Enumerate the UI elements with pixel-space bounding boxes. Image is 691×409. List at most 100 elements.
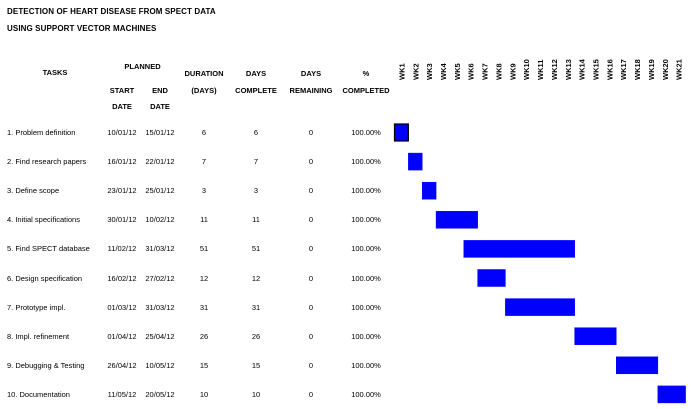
header-start: START	[109, 86, 135, 95]
task-name: 5. Find SPECT database	[7, 244, 90, 254]
task-duration: 6	[201, 128, 207, 137]
task-percent-completed: 100.00%	[351, 186, 381, 196]
gantt-bar	[408, 152, 423, 171]
week-label: WK19	[647, 59, 656, 80]
task-start-date: 16/01/12	[107, 157, 137, 167]
task-name: 9. Debugging & Testing	[7, 360, 85, 370]
task-days-remaining: 0	[308, 157, 314, 167]
task-end-date: 10/05/12	[145, 360, 175, 370]
gantt-bar	[435, 211, 478, 229]
task-end-date: 22/01/12	[145, 157, 175, 167]
chart-subtitle: USING SUPPORT VECTOR MACHINES	[7, 24, 157, 33]
task-end-date: 10/02/12	[145, 215, 175, 225]
gantt-bar	[393, 123, 409, 142]
task-name: 10. Documentation	[7, 389, 70, 399]
task-start-date: 26/04/12	[107, 360, 137, 370]
task-duration: 3	[201, 186, 207, 196]
header-end-date: DATE	[150, 102, 170, 111]
task-start-date: 16/02/12	[107, 273, 137, 283]
task-days-complete: 26	[251, 331, 261, 341]
task-days-remaining: 0	[308, 273, 314, 283]
task-days-remaining: 0	[308, 302, 314, 312]
task-days-complete: 11	[252, 215, 260, 225]
task-days-complete: 3	[253, 186, 259, 196]
week-label: WK20	[661, 59, 670, 80]
task-duration: 10	[199, 389, 209, 399]
gantt-bar	[463, 240, 575, 258]
week-label: WK8	[494, 63, 503, 80]
task-percent-completed: 100.00%	[351, 215, 381, 225]
week-label: WK18	[633, 59, 642, 80]
header-duration-unit: (DAYS)	[191, 86, 217, 95]
task-days-remaining: 0	[308, 360, 314, 370]
task-duration: 26	[199, 331, 209, 341]
header-start-date: DATE	[112, 102, 132, 111]
header-days-complete-1: DAYS	[245, 69, 267, 78]
header-days-complete-2: COMPLETE	[235, 86, 277, 95]
task-duration: 12	[199, 273, 209, 283]
task-percent-completed: 100.00%	[351, 360, 381, 370]
header-days-remaining-1: DAYS	[300, 69, 322, 78]
task-days-remaining: 0	[308, 244, 314, 254]
task-name: 7. Prototype impl.	[7, 302, 66, 312]
task-days-remaining: 0	[308, 186, 314, 196]
chart-title: DETECTION OF HEART DISEASE FROM SPECT DA…	[7, 7, 216, 16]
task-start-date: 30/01/12	[107, 215, 137, 225]
task-end-date: 25/01/12	[145, 186, 175, 196]
week-label: WK6	[467, 63, 476, 80]
task-name: 1. Problem definition	[7, 128, 76, 137]
week-label: WK21	[675, 59, 684, 80]
week-label: WK11	[536, 60, 545, 80]
task-start-date: 23/01/12	[107, 186, 137, 196]
task-duration: 11	[200, 215, 208, 225]
header-planned: PLANNED	[124, 62, 161, 71]
gantt-bar	[657, 385, 686, 404]
gantt-bar	[574, 327, 617, 345]
task-percent-completed: 100.00%	[351, 389, 381, 399]
task-percent-completed: 100.00%	[351, 302, 381, 312]
task-start-date: 10/01/12	[107, 128, 137, 137]
task-end-date: 20/05/12	[145, 389, 175, 399]
task-percent-completed: 100.00%	[351, 157, 381, 167]
task-duration: 31	[199, 302, 209, 312]
task-start-date: 11/05/12	[107, 389, 137, 399]
task-end-date: 27/02/12	[145, 273, 175, 283]
header-tasks: TASKS	[42, 68, 68, 77]
week-label: WK7	[481, 63, 490, 80]
header-days-remaining-2: REMAINING	[289, 86, 333, 95]
task-days-complete: 7	[253, 157, 259, 167]
week-label: WK14	[578, 58, 587, 80]
task-days-remaining: 0	[308, 215, 314, 225]
week-label: WK17	[619, 59, 628, 80]
gantt-bar	[477, 269, 506, 287]
task-days-remaining: 0	[308, 128, 314, 137]
task-end-date: 31/03/12	[145, 244, 175, 254]
task-percent-completed: 100.00%	[351, 331, 381, 341]
task-days-remaining: 0	[308, 331, 314, 341]
week-label: WK16	[605, 59, 614, 80]
week-label: WK3	[425, 63, 434, 80]
week-label: WK13	[564, 59, 573, 80]
gantt-bar	[616, 356, 659, 375]
task-days-complete: 15	[251, 360, 261, 370]
gantt-bar	[505, 298, 575, 316]
week-label: WK2	[411, 63, 420, 80]
task-end-date: 25/04/12	[145, 331, 175, 341]
task-days-remaining: 0	[308, 389, 314, 399]
week-label: WK4	[439, 63, 448, 80]
task-name: 3. Define scope	[7, 186, 60, 196]
task-name: 4. Initial specifications	[7, 215, 80, 225]
task-percent-completed: 100.00%	[351, 273, 381, 283]
week-label: WK1	[397, 63, 406, 80]
task-days-complete: 51	[251, 244, 261, 254]
gantt-bar	[421, 181, 437, 200]
task-start-date: 01/03/12	[107, 302, 137, 312]
task-end-date: 15/01/12	[145, 128, 175, 137]
task-duration: 51	[199, 244, 209, 254]
week-label: WK5	[453, 63, 462, 80]
task-name: 8. Impl. refinement	[7, 331, 70, 341]
task-duration: 7	[201, 157, 207, 167]
header-end: END	[152, 86, 168, 95]
week-label: WK12	[550, 59, 559, 80]
